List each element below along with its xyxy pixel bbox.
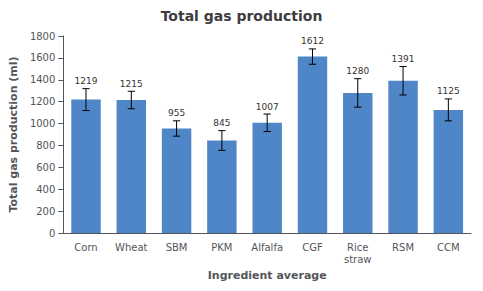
svg-text:Total gas production: Total gas production bbox=[161, 8, 323, 24]
svg-text:Total gas production (ml): Total gas production (ml) bbox=[7, 56, 20, 212]
svg-text:RSM: RSM bbox=[392, 242, 414, 253]
svg-text:Rice: Rice bbox=[347, 242, 368, 253]
svg-text:1007: 1007 bbox=[256, 102, 279, 112]
svg-text:CCM: CCM bbox=[437, 242, 460, 253]
svg-text:PKM: PKM bbox=[211, 242, 232, 253]
svg-text:1391: 1391 bbox=[392, 54, 415, 64]
svg-text:Wheat: Wheat bbox=[115, 242, 148, 253]
svg-text:1215: 1215 bbox=[120, 79, 143, 89]
svg-text:1612: 1612 bbox=[301, 36, 324, 46]
svg-text:1400: 1400 bbox=[30, 74, 55, 85]
svg-text:CGF: CGF bbox=[302, 242, 323, 253]
svg-text:955: 955 bbox=[168, 108, 185, 118]
svg-text:1125: 1125 bbox=[437, 86, 460, 96]
svg-text:400: 400 bbox=[36, 184, 55, 195]
svg-text:1219: 1219 bbox=[75, 76, 98, 86]
svg-text:1800: 1800 bbox=[30, 31, 55, 42]
svg-text:600: 600 bbox=[36, 162, 55, 173]
svg-text:0: 0 bbox=[49, 228, 55, 239]
svg-text:Ingredient average: Ingredient average bbox=[208, 269, 327, 282]
svg-text:800: 800 bbox=[36, 140, 55, 151]
svg-text:1600: 1600 bbox=[30, 52, 55, 63]
svg-text:1280: 1280 bbox=[346, 66, 369, 76]
svg-text:1200: 1200 bbox=[30, 96, 55, 107]
svg-text:Corn: Corn bbox=[74, 242, 97, 253]
svg-text:SBM: SBM bbox=[166, 242, 188, 253]
svg-text:200: 200 bbox=[36, 206, 55, 217]
svg-text:845: 845 bbox=[213, 118, 230, 128]
svg-text:straw: straw bbox=[344, 254, 372, 265]
svg-text:1000: 1000 bbox=[30, 118, 55, 129]
svg-text:Alfalfa: Alfalfa bbox=[251, 242, 283, 253]
